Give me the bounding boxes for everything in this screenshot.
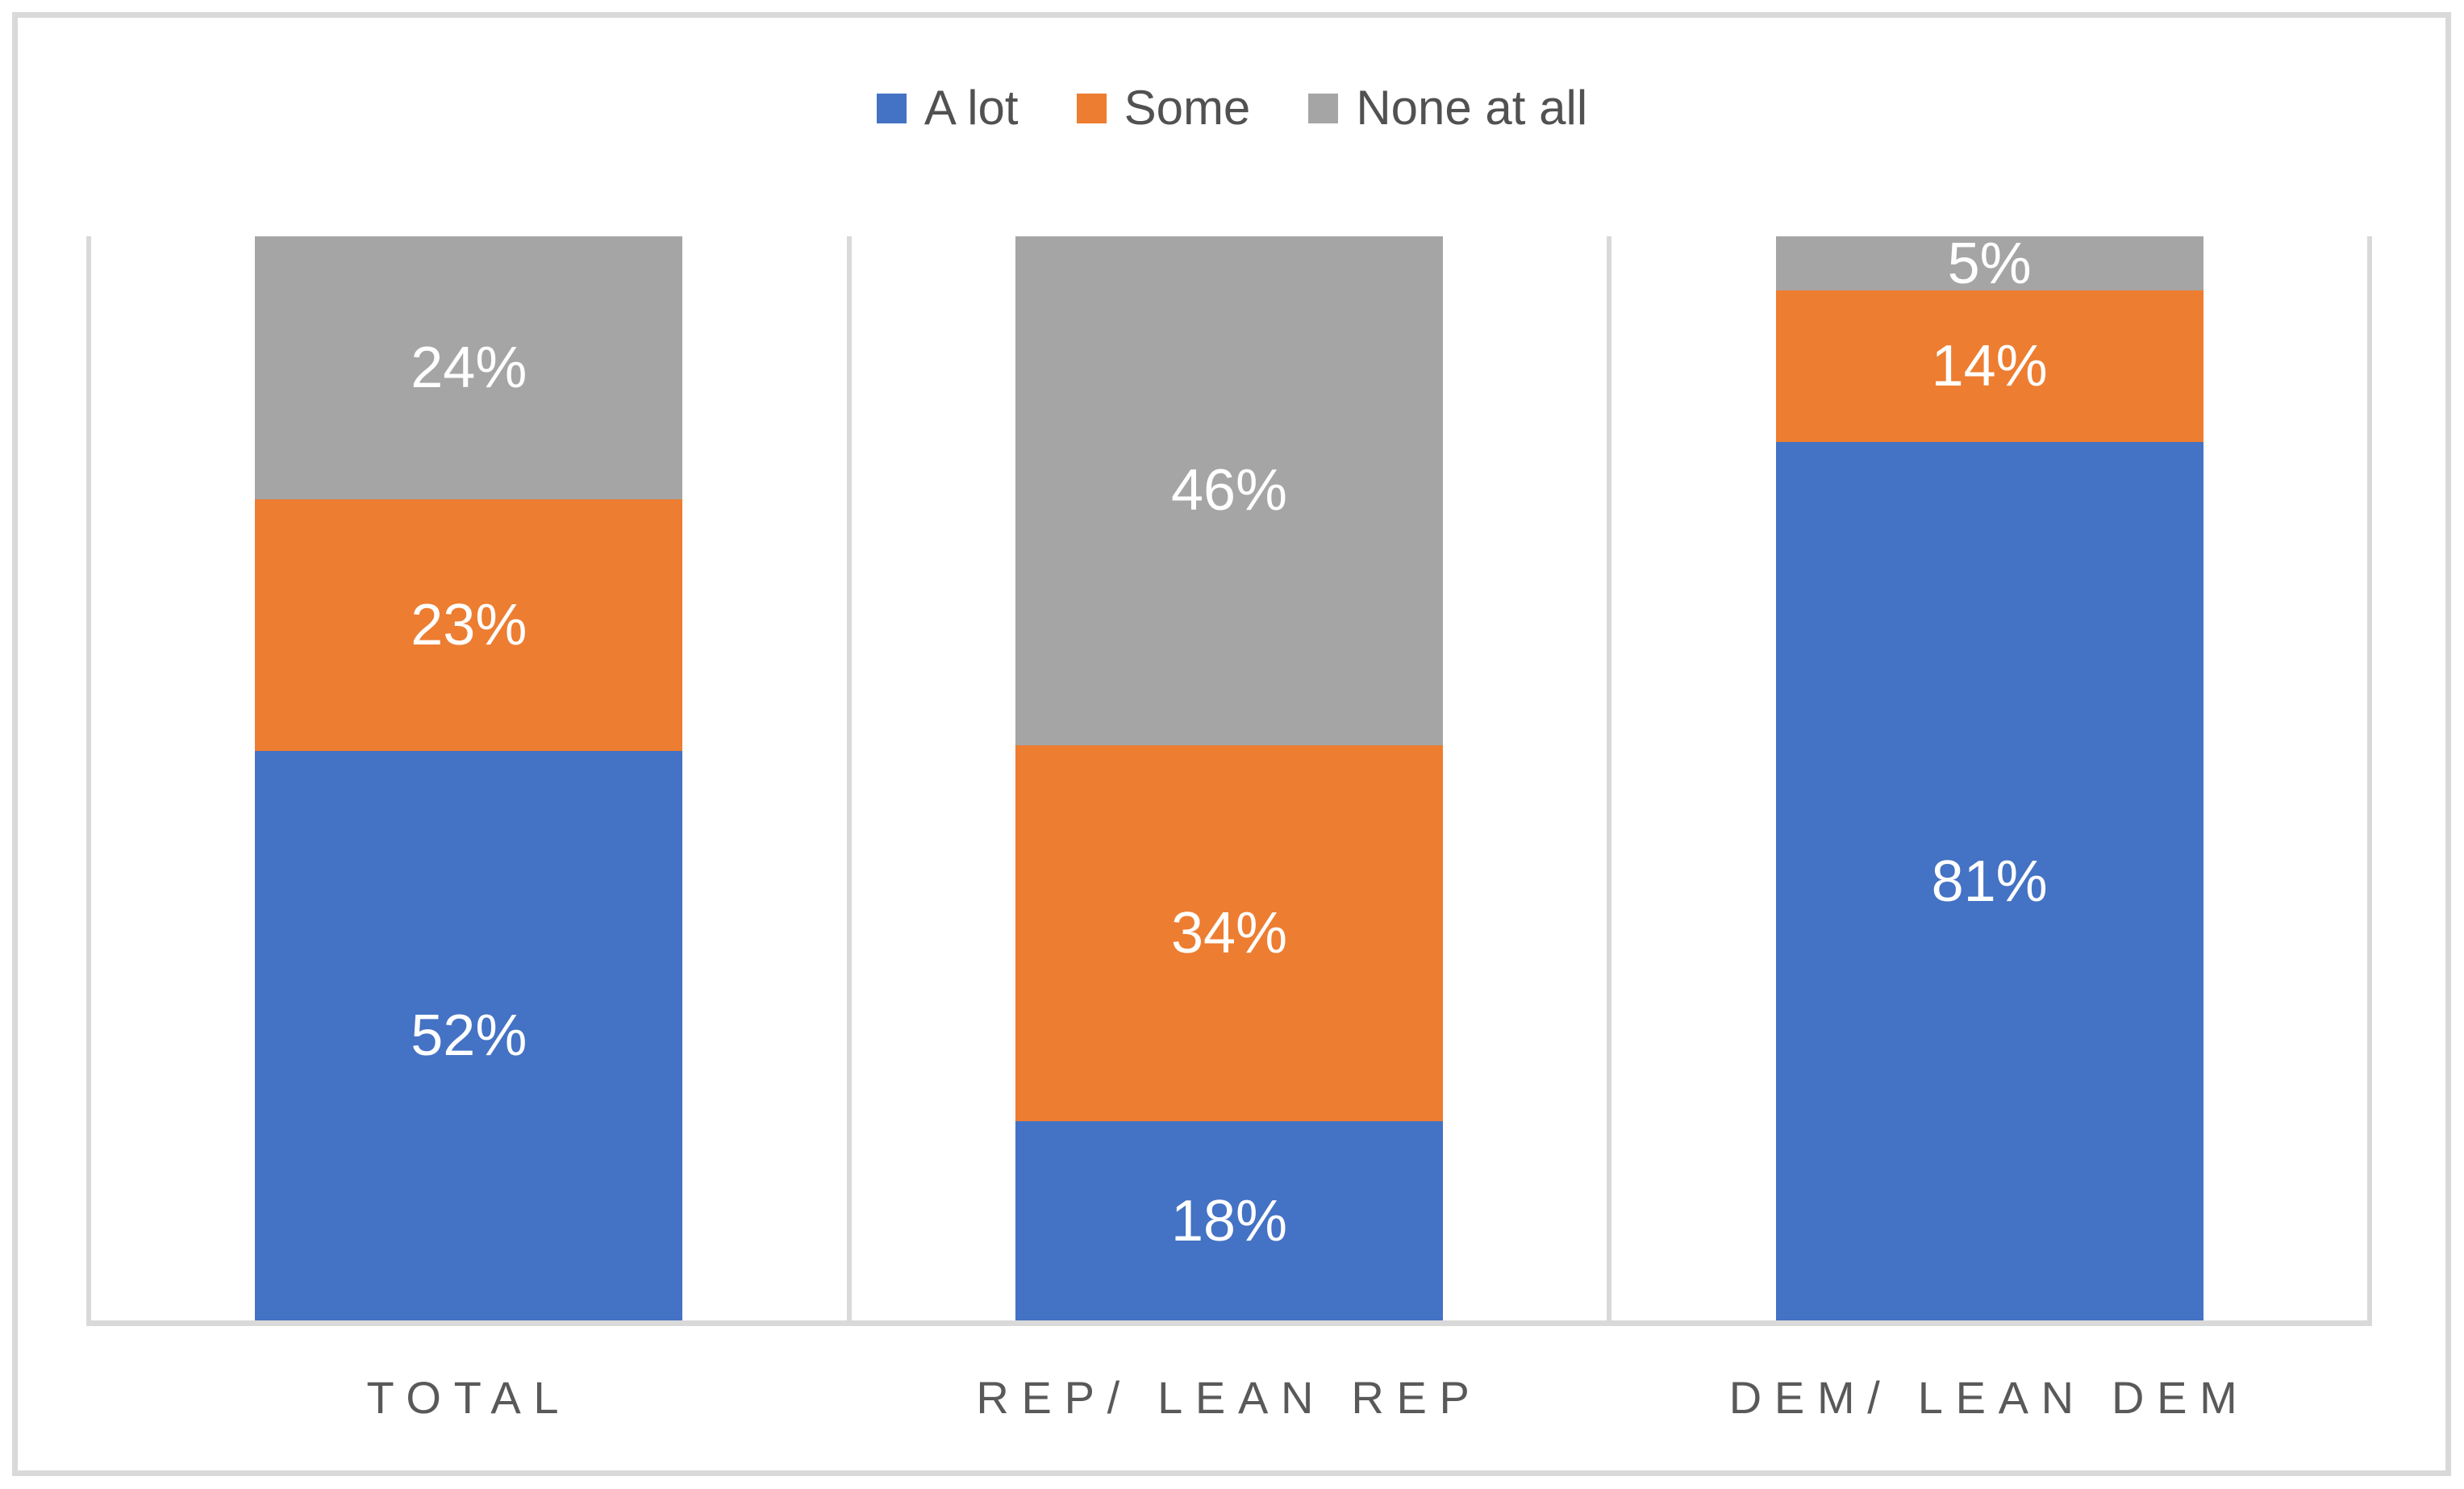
legend-label: A lot (923, 81, 1019, 135)
stacked-bar-dem-lean-dem: 5% 14% 81% (1775, 231, 2203, 1320)
data-label: 5% (1947, 231, 2032, 296)
legend-label: None at all (1356, 81, 1588, 135)
bar-segment-some: 14% (1775, 290, 2203, 443)
bar-segment-a-lot: 52% (255, 751, 683, 1320)
category-label-dem-lean-dem: DEM/ LEAN DEM (1728, 1372, 2250, 1423)
legend-swatch-icon (876, 93, 907, 123)
bar-segment-none-at-all: 24% (255, 236, 683, 499)
data-label: 46% (1170, 458, 1288, 523)
data-label: 14% (1931, 334, 2048, 399)
data-label: 34% (1170, 900, 1288, 966)
category-gridline (2367, 236, 2372, 1326)
bar-segment-some: 34% (1015, 744, 1443, 1122)
bar-segment-a-lot: 81% (1775, 442, 2203, 1320)
data-label: 81% (1931, 849, 2048, 914)
legend: A lot Some None at all (0, 77, 2464, 139)
legend-label: Some (1124, 81, 1251, 135)
category-gridline (86, 236, 91, 1326)
data-label: 18% (1170, 1188, 1288, 1253)
bar-segment-none-at-all: 46% (1015, 236, 1443, 745)
category-gridline (1607, 236, 1612, 1326)
data-label: 23% (411, 592, 527, 657)
data-label: 24% (411, 335, 527, 400)
category-axis-line (86, 1320, 2372, 1326)
category-label-rep-lean-rep: REP/ LEAN REP (976, 1372, 1482, 1423)
category-gridline (846, 236, 852, 1326)
legend-swatch-icon (1076, 93, 1107, 123)
bar-segment-none-at-all: 5% (1775, 231, 2203, 296)
bar-segment-some: 23% (255, 498, 683, 752)
stacked-bar-total: 24% 23% 52% (255, 236, 683, 1320)
legend-item-none-at-all: None at all (1308, 84, 1587, 132)
legend-swatch-icon (1308, 93, 1339, 123)
category-label-total: TOTAL (366, 1372, 572, 1423)
bar-segment-a-lot: 18% (1015, 1121, 1443, 1320)
stacked-bar-rep-lean-rep: 46% 34% 18% (1015, 236, 1443, 1320)
legend-item-a-lot: A lot (876, 81, 1019, 135)
legend-item-some: Some (1076, 81, 1251, 135)
data-label: 52% (411, 1003, 527, 1069)
